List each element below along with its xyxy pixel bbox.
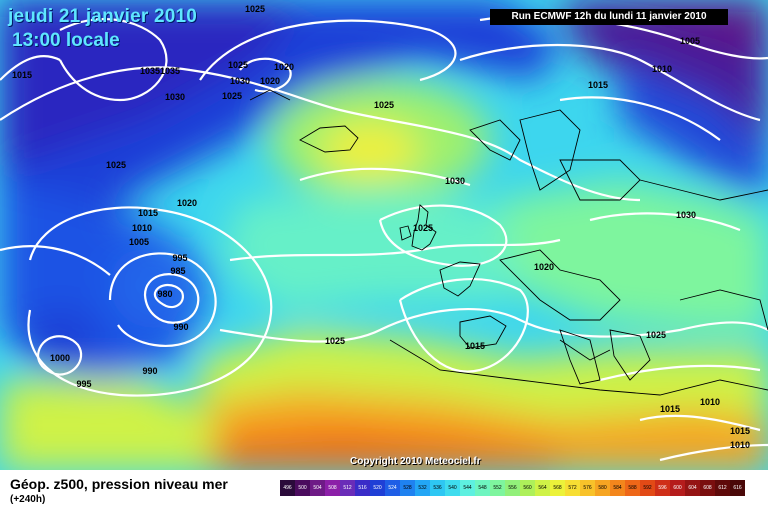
scale-swatch: 548 <box>475 480 490 496</box>
forecast-lead-time: (+240h) <box>10 494 46 505</box>
scale-swatch: 600 <box>670 480 685 496</box>
scale-swatch: 500 <box>295 480 310 496</box>
scale-swatch: 564 <box>535 480 550 496</box>
scale-swatch: 576 <box>580 480 595 496</box>
scale-swatch: 596 <box>655 480 670 496</box>
weather-map: 1025 1015 10351035 1030 1025 1030 1020 1020 1025… <box>0 0 768 470</box>
scale-swatch: 580 <box>595 480 610 496</box>
map-title: Géop. z500, pression niveau mer <box>10 476 228 492</box>
scale-swatch: 516 <box>355 480 370 496</box>
scale-swatch: 592 <box>640 480 655 496</box>
scale-swatch: 532 <box>415 480 430 496</box>
scale-swatch: 556 <box>505 480 520 496</box>
scale-swatch: 520 <box>370 480 385 496</box>
run-info: Run ECMWF 12h du lundi 11 janvier 2010 <box>490 9 728 25</box>
isobar-label: 1025 <box>222 91 242 101</box>
scale-swatch: 544 <box>460 480 475 496</box>
isobar-label: 1010 <box>652 64 672 74</box>
isobar-label: 1030 <box>676 210 696 220</box>
isobar-label: 985 <box>170 266 185 276</box>
isobar-label: 1025 <box>106 160 126 170</box>
scale-swatch: 508 <box>325 480 340 496</box>
isobar-label: 1025 <box>374 100 394 110</box>
scale-swatch: 572 <box>565 480 580 496</box>
scale-swatch: 584 <box>610 480 625 496</box>
isobar-label: 1005 <box>129 237 149 247</box>
isobar-label: 1000 <box>50 353 70 363</box>
isobar-label: 10351035 <box>140 66 180 76</box>
isobar-label: 1020 <box>274 62 294 72</box>
scale-swatch: 512 <box>340 480 355 496</box>
isobar-label: 1030 <box>445 176 465 186</box>
isobar-label: 1010 <box>730 440 750 450</box>
legend-footer: Géop. z500, pression niveau mer (+240h) … <box>0 470 768 512</box>
coastlines <box>249 89 768 396</box>
isobar-label: 1020 <box>260 76 280 86</box>
copyright-text: Copyright 2010 Meteociel.fr <box>350 456 481 467</box>
isobar-label: 1030 <box>230 76 250 86</box>
scale-swatch: 524 <box>385 480 400 496</box>
scale-swatch: 552 <box>490 480 505 496</box>
isobar-label: 1020 <box>177 198 197 208</box>
isobar-label: 1030 <box>165 92 185 102</box>
isobar-label: 995 <box>172 253 187 263</box>
isobar-label: 1025 <box>228 60 248 70</box>
scale-swatch: 496 <box>280 480 295 496</box>
scale-swatch: 504 <box>310 480 325 496</box>
isobar-label: 1010 <box>700 397 720 407</box>
scale-swatch: 528 <box>400 480 415 496</box>
isobar-label: 1010 <box>132 223 152 233</box>
scale-swatch: 608 <box>700 480 715 496</box>
isobar-label: 1025 <box>325 336 345 346</box>
scale-swatch: 616 <box>730 480 745 496</box>
scale-swatch: 540 <box>445 480 460 496</box>
isobar-label: 1015 <box>588 80 608 90</box>
scale-swatch: 568 <box>550 480 565 496</box>
isobar-label: 1015 <box>12 70 32 80</box>
scale-swatch: 560 <box>520 480 535 496</box>
isobar-label: 990 <box>142 366 157 376</box>
isobar-label: 1025 <box>245 4 265 14</box>
isobar-label: 995 <box>76 379 91 389</box>
scale-swatch: 604 <box>685 480 700 496</box>
isobar-label: 990 <box>173 322 188 332</box>
forecast-time: 13:00 locale <box>12 30 120 51</box>
scale-swatch: 588 <box>625 480 640 496</box>
isobar-label: 980 <box>157 289 172 299</box>
scale-swatch: 536 <box>430 480 445 496</box>
isobar-label: 1015 <box>660 404 680 414</box>
isobar-label: 1005 <box>680 36 700 46</box>
isobar-label: 1025 <box>646 330 666 340</box>
color-scale: 496 500 504 508 512 516 520 524 528 532 536 540 544 5… <box>280 480 745 496</box>
isobar-labels: 1025 1015 10351035 1030 1025 1030 1020 1020 1025… <box>12 4 750 450</box>
isobar-label: 1015 <box>730 426 750 436</box>
isobar-label: 1015 <box>138 208 158 218</box>
forecast-date: jeudi 21 janvier 2010 <box>8 6 198 27</box>
isobar-label: 1020 <box>534 262 554 272</box>
isobar-label: 1025 <box>413 223 433 233</box>
scale-swatch: 612 <box>715 480 730 496</box>
isobar-label: 1015 <box>465 341 485 351</box>
